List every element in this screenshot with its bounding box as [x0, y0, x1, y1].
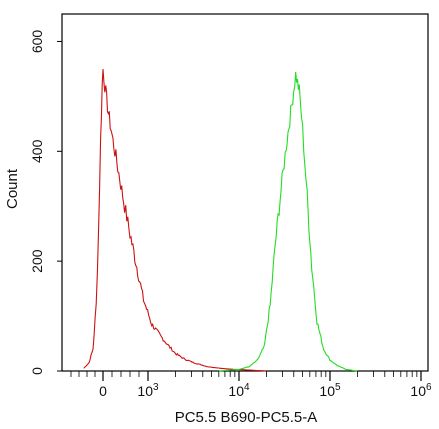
x-tick-label: 103: [137, 382, 159, 399]
y-tick-label: 0: [29, 367, 45, 375]
x-tick-label: 106: [410, 382, 432, 399]
plot-border: [61, 13, 429, 372]
series-1-line: [83, 69, 267, 372]
y-tick-label: 400: [29, 139, 45, 163]
series-layer: [83, 69, 358, 372]
x-axis-label: PC5.5 B690-PC5.5-A: [175, 409, 318, 426]
x-tick-label: 105: [319, 382, 341, 399]
series-2-line: [218, 71, 358, 372]
y-tick-label: 600: [29, 30, 45, 54]
y-tick-label: 200: [29, 249, 45, 273]
plot-frame: [61, 13, 429, 372]
axis-layer: 0 200 400 600 0 103 104 105 106: [29, 30, 432, 399]
x-tick-label: 104: [228, 382, 250, 399]
y-axis-label: Count: [4, 168, 21, 209]
x-tick-label: 0: [99, 383, 107, 399]
